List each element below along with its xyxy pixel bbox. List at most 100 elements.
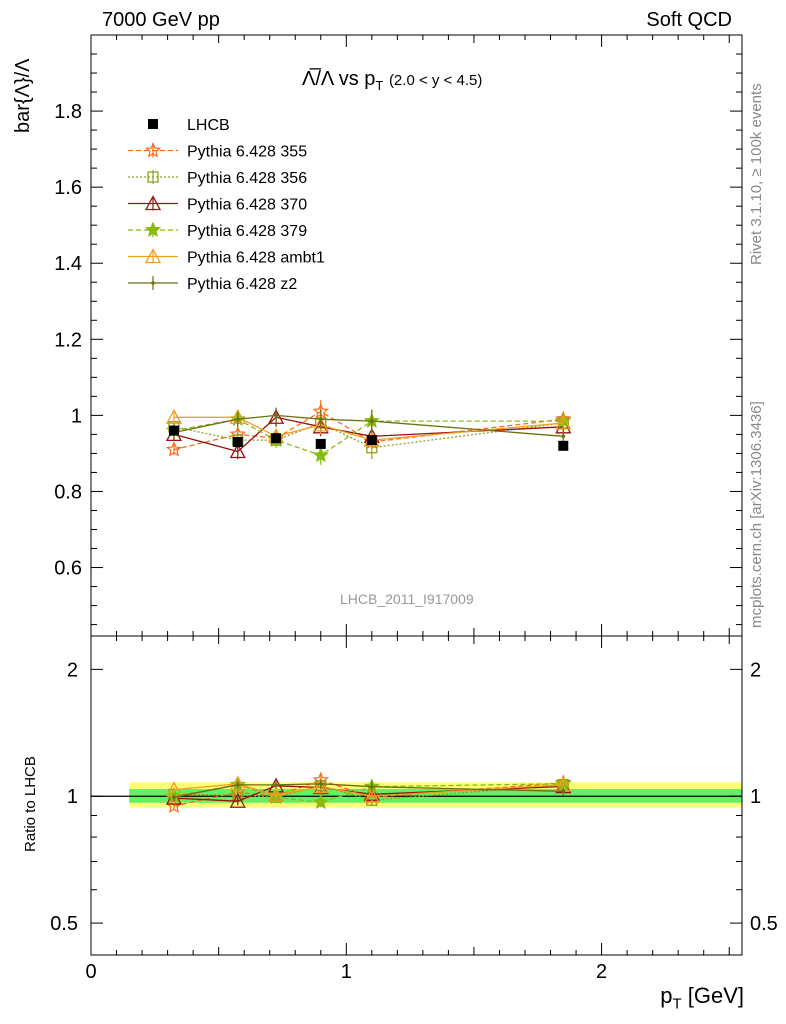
marker: [144, 248, 162, 264]
marker: [144, 141, 162, 158]
ratio-y-axis-label: Ratio to LHCB: [22, 756, 39, 852]
legend-label: Pythia 6.428 379: [187, 223, 307, 240]
ratio-y-tick-label: 0.5: [50, 913, 78, 935]
series-line: [173, 422, 564, 449]
marker: [235, 417, 240, 421]
marker: [229, 775, 246, 791]
title-range: (2.0 < y < 4.5): [388, 72, 483, 89]
series-line: [173, 418, 564, 457]
marker: [229, 443, 246, 459]
xlabel-main: p: [660, 983, 673, 1008]
marker: [165, 441, 183, 457]
marker: [144, 221, 162, 237]
xlabel-unit: [GeV]: [687, 983, 744, 1008]
marker: [274, 413, 278, 418]
x-axis-label: pT [GeV]: [660, 983, 744, 1012]
ratio-y-tick-label-right: 2: [750, 659, 761, 681]
series-5: [172, 407, 566, 444]
ratio-y-tick-label-right: 0.5: [750, 913, 778, 935]
y-tick-label: 1: [71, 405, 82, 427]
marker: [271, 433, 282, 444]
marker: [267, 786, 285, 802]
xlabel-sub: T: [672, 995, 682, 1013]
ratio-y-tick-label-right: 1: [750, 786, 761, 808]
legend: LHCB Pythia 6.428 355 Pythia 6.428 356 Pyth…: [128, 117, 325, 293]
marker: [235, 782, 240, 787]
marker: [318, 417, 323, 421]
main-panel: 0.6 0.8 1 1.2 1.4 1.6 1.8: [54, 34, 743, 637]
legend-entry: Pythia 6.428 355: [128, 141, 307, 161]
marker: [144, 195, 162, 211]
marker: [370, 784, 374, 789]
legend-label: Pythia 6.428 ambt1: [187, 250, 325, 267]
x-tick-label: 2: [596, 961, 607, 983]
marker: [312, 793, 329, 810]
ratio-series-line: [173, 783, 564, 797]
legend-entry: Pythia 6.428 370: [128, 195, 307, 214]
marker: [168, 425, 179, 436]
title-sub: T: [375, 78, 384, 93]
marker: [151, 281, 155, 285]
mcplots-label: mcplots.cern.ch [arXiv:1306.3436]: [748, 401, 765, 628]
title-main: Λ̅/Λ vs p: [302, 68, 376, 90]
header-right: Soft QCD: [646, 9, 732, 31]
legend-entry: LHCB: [148, 117, 230, 134]
y-axis-label: bar{Λ}/Λ: [12, 58, 34, 133]
legend-entry: Pythia 6.428 ambt1: [128, 248, 325, 267]
y-tick-label: 1.6: [54, 177, 82, 199]
marker: [232, 437, 243, 448]
ratio-series-line: [173, 783, 564, 803]
marker: [172, 795, 176, 799]
marker: [558, 440, 569, 451]
x-tick-label: 1: [341, 961, 352, 983]
series-line: [173, 410, 564, 451]
legend-label: Pythia 6.428 z2: [187, 276, 297, 293]
marker: [229, 792, 246, 808]
header-left: 7000 GeV pp: [102, 9, 220, 31]
series-line: [173, 414, 564, 437]
y-tick-label: 1.4: [54, 253, 82, 275]
ratio-series-line: [173, 783, 564, 798]
marker: [312, 778, 329, 794]
marker: [370, 419, 374, 423]
marker: [165, 408, 183, 424]
legend-entry: Pythia 6.428 379: [128, 221, 307, 240]
rivet-label: Rivet 3.1.10, ≥ 100k events: [748, 83, 765, 265]
series-line: [174, 416, 564, 441]
data-series: [168, 425, 569, 451]
ratio-y-tick-label: 1: [67, 786, 78, 808]
marker: [267, 408, 285, 424]
legend-entry: Pythia 6.428 z2: [128, 276, 297, 293]
y-tick-label: 1.2: [54, 329, 82, 351]
series-2: [165, 407, 572, 460]
marker: [363, 787, 380, 803]
marker: [274, 783, 278, 787]
marker: [561, 434, 566, 439]
analysis-label: LHCB_2011_I917009: [340, 591, 474, 607]
marker: [148, 119, 158, 129]
ratio-series-5: [172, 779, 566, 801]
marker: [312, 416, 329, 432]
marker: [147, 171, 159, 183]
y-tick-label: 1.8: [54, 101, 82, 123]
legend-label: LHCB: [187, 117, 230, 134]
series-line: [173, 416, 564, 453]
ratio-y-tick-label: 2: [67, 659, 78, 681]
ratio-series-line: [173, 785, 564, 802]
marker: [315, 438, 326, 449]
marker: [561, 789, 566, 794]
marker: [312, 446, 329, 463]
legend-entry: Pythia 6.428 356: [128, 170, 307, 187]
x-tick-label: 0: [85, 961, 96, 983]
marker: [318, 782, 323, 786]
legend-label: Pythia 6.428 370: [187, 197, 307, 214]
legend-label: Pythia 6.428 356: [187, 170, 307, 187]
chart-title: Λ̅/Λ vs pT (2.0 < y < 4.5): [302, 68, 482, 93]
legend-label: Pythia 6.428 355: [187, 144, 307, 161]
marker: [366, 435, 377, 446]
ratio-series-4: [165, 775, 572, 803]
y-tick-label: 0.8: [54, 481, 82, 503]
ratio-frame: [90, 635, 743, 956]
ratio-panel: 0 1 2 0.5 0.5 1 1 2 2: [50, 635, 778, 983]
